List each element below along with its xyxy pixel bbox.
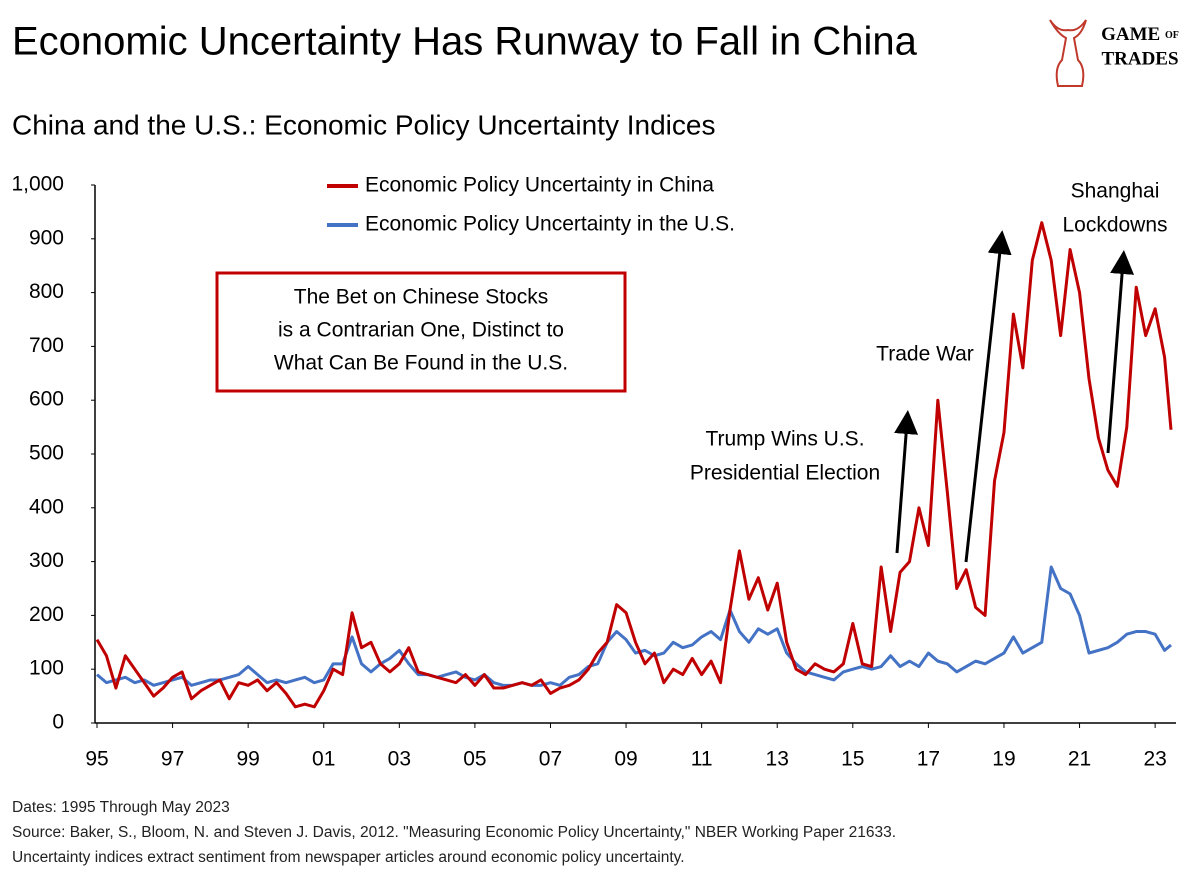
- chart-title: Economic Uncertainty Has Runway to Fall …: [12, 20, 918, 64]
- x-tick-label: 95: [85, 748, 108, 771]
- x-tick-label: 13: [766, 748, 789, 771]
- arrow: [1106, 250, 1135, 454]
- chart-subtitle: China and the U.S.: Economic Policy Unce…: [12, 109, 715, 140]
- x-tick-label: 23: [1143, 748, 1166, 771]
- series-line: [96, 565, 1172, 687]
- logo: GAME OF TRADES: [1049, 19, 1179, 87]
- y-tick-label: 200: [29, 603, 64, 626]
- x-tick-label: 17: [917, 748, 940, 771]
- y-tick-label: 800: [29, 280, 64, 303]
- y-tick-label: 500: [29, 442, 64, 465]
- annotation: Presidential Election: [690, 462, 880, 485]
- annotation: Trade War: [876, 343, 974, 366]
- x-tick-label: 01: [312, 748, 335, 771]
- arrow: [964, 230, 1012, 563]
- x-tick-label: 15: [841, 748, 864, 771]
- series-line: [95, 221, 1173, 709]
- y-tick-label: 900: [29, 226, 64, 249]
- x-tick-label: 99: [236, 748, 259, 771]
- callout-text: What Can Be Found in the U.S.: [274, 352, 568, 375]
- y-tick-label: 700: [29, 334, 64, 357]
- y-tick-label: 100: [29, 657, 64, 680]
- logo-icon: [1049, 19, 1087, 87]
- y-tick-label: 600: [29, 388, 64, 411]
- legend-label: Economic Policy Uncertainty in China: [365, 174, 714, 197]
- footnote: Uncertainty indices extract sentiment fr…: [12, 849, 685, 866]
- annotation: Lockdowns: [1062, 214, 1167, 237]
- callout-text: The Bet on Chinese Stocks: [294, 286, 548, 309]
- legend-label: Economic Policy Uncertainty in the U.S.: [365, 213, 735, 236]
- logo-text: GAME OF: [1101, 24, 1179, 45]
- y-tick-label: 1,000: [11, 173, 64, 196]
- x-tick-label: 05: [463, 748, 486, 771]
- x-tick-label: 21: [1068, 748, 1091, 771]
- logo-text: TRADES: [1101, 48, 1178, 69]
- x-tick-label: 11: [691, 748, 713, 771]
- y-tick-label: 0: [52, 711, 64, 734]
- x-tick-label: 19: [992, 748, 1015, 771]
- y-tick-label: 300: [29, 549, 64, 572]
- annotation: Shanghai: [1071, 180, 1160, 203]
- x-tick-label: 09: [614, 748, 637, 771]
- x-tick-label: 07: [539, 748, 562, 771]
- x-tick-label: 03: [388, 748, 411, 771]
- arrow: [894, 410, 919, 554]
- footnote: Source: Baker, S., Bloom, N. and Steven …: [12, 824, 896, 841]
- x-tick-label: 97: [161, 748, 184, 771]
- annotation: Trump Wins U.S.: [705, 428, 864, 451]
- callout-text: is a Contrarian One, Distinct to: [278, 319, 564, 342]
- callout-box: [215, 271, 627, 393]
- y-tick-label: 400: [29, 495, 64, 518]
- footnote: Dates: 1995 Through May 2023: [12, 799, 230, 816]
